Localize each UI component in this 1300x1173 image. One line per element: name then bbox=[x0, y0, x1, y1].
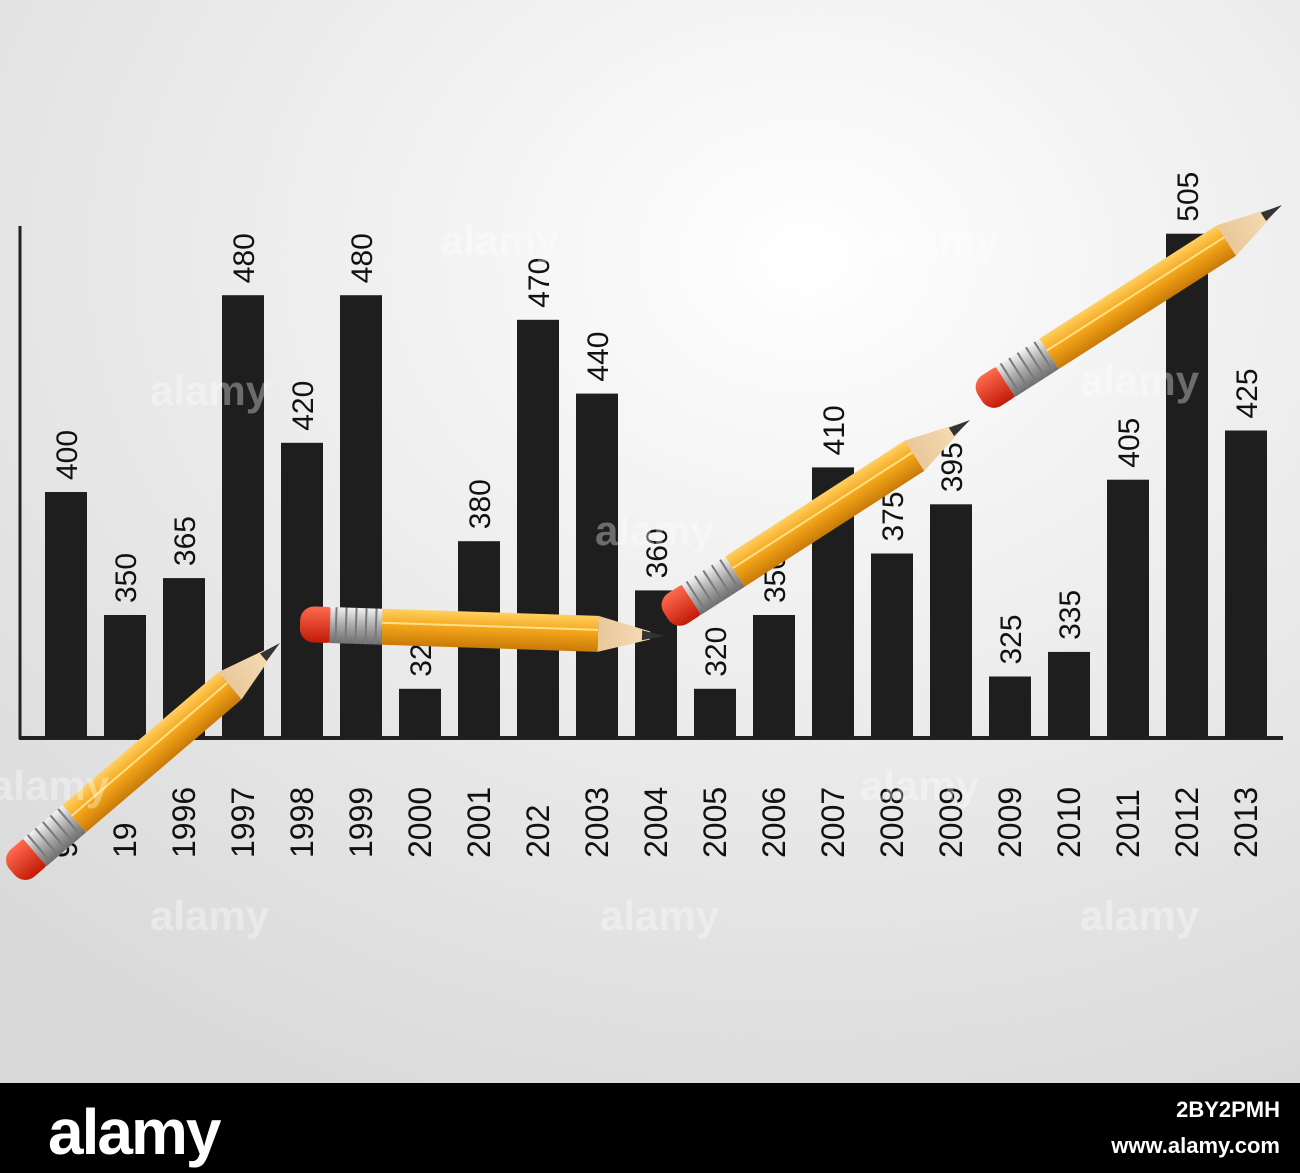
category-labels-group: 9419199619971998199920002001202200320042… bbox=[48, 787, 1264, 858]
bar-5 bbox=[340, 295, 382, 738]
bars-group bbox=[45, 233, 1267, 738]
bar-9 bbox=[576, 393, 618, 738]
watermark-footer: alamy 2BY2PMH www.alamy.com bbox=[0, 1083, 1300, 1173]
value-label-11: 320 bbox=[700, 627, 733, 677]
bar-17 bbox=[1048, 651, 1090, 738]
bar-16 bbox=[989, 676, 1031, 738]
watermark-mark-5: alamy bbox=[150, 892, 270, 939]
pencils-group bbox=[6, 205, 1282, 880]
category-label-20: 2013 bbox=[1228, 787, 1264, 858]
watermark-mark-4: alamy bbox=[860, 762, 980, 809]
watermark-url: www.alamy.com bbox=[1111, 1133, 1280, 1158]
value-label-3: 480 bbox=[228, 233, 261, 283]
bar-20 bbox=[1225, 430, 1267, 738]
pencil-3 bbox=[975, 205, 1282, 408]
pencil-0 bbox=[6, 643, 280, 880]
category-label-12: 2006 bbox=[756, 787, 792, 858]
category-label-16: 2009 bbox=[992, 787, 1028, 858]
category-label-14: 2008 bbox=[874, 787, 910, 858]
value-label-7: 380 bbox=[464, 479, 497, 529]
watermark-mark-3: alamy bbox=[0, 762, 110, 809]
watermark-overlay: alamy alamy alamy alamy alamy alamy alamy alamy… bbox=[0, 217, 1200, 939]
category-label-17: 2010 bbox=[1051, 787, 1087, 858]
watermark-mark-0: alamy bbox=[150, 367, 270, 414]
watermark-mark-8: alamy bbox=[440, 217, 560, 264]
category-label-1: 19 bbox=[107, 822, 143, 858]
category-label-11: 2005 bbox=[697, 787, 733, 858]
value-label-19: 505 bbox=[1172, 172, 1205, 222]
bar-14 bbox=[871, 553, 913, 738]
category-label-13: 2007 bbox=[815, 787, 851, 858]
image-id: 2BY2PMH bbox=[1176, 1097, 1280, 1122]
watermark-mark-6: alamy bbox=[600, 892, 720, 939]
value-label-18: 405 bbox=[1113, 418, 1146, 468]
pencil-1 bbox=[299, 606, 665, 652]
value-labels-group: 4003503654804204803203804704403603203504… bbox=[51, 172, 1264, 677]
value-label-5: 480 bbox=[346, 233, 379, 283]
bar-12 bbox=[753, 615, 795, 738]
category-label-9: 2003 bbox=[579, 787, 615, 858]
value-label-0: 400 bbox=[51, 430, 84, 480]
value-label-14: 375 bbox=[877, 491, 910, 541]
category-label-6: 2000 bbox=[402, 787, 438, 858]
watermark-mark-7: alamy bbox=[1080, 892, 1200, 939]
value-label-4: 420 bbox=[287, 381, 320, 431]
watermark-mark-1: alamy bbox=[595, 507, 715, 554]
bar-chart: 4003503654804204803203804704403603203504… bbox=[0, 171, 1283, 939]
category-label-2: 1996 bbox=[166, 787, 202, 858]
value-label-16: 325 bbox=[995, 614, 1028, 664]
value-label-1: 350 bbox=[110, 553, 143, 603]
category-label-4: 1998 bbox=[284, 787, 320, 858]
category-label-18: 2011 bbox=[1110, 789, 1146, 858]
category-label-3: 1997 bbox=[225, 787, 261, 858]
value-label-2: 365 bbox=[169, 516, 202, 566]
watermark-logo: alamy bbox=[48, 1096, 221, 1168]
category-label-15: 2009 bbox=[933, 787, 969, 858]
watermark-mark-9: alamy bbox=[880, 217, 1000, 264]
bar-18 bbox=[1107, 479, 1149, 738]
bar-0 bbox=[45, 492, 87, 738]
category-label-8: 202 bbox=[520, 805, 556, 858]
value-label-8: 470 bbox=[523, 258, 556, 308]
bar-1 bbox=[104, 615, 146, 738]
category-label-10: 2004 bbox=[638, 787, 674, 858]
pencil-2 bbox=[661, 420, 970, 626]
bar-19 bbox=[1166, 233, 1208, 738]
bar-4 bbox=[281, 442, 323, 738]
bar-11 bbox=[694, 688, 736, 738]
value-label-10: 360 bbox=[641, 528, 674, 578]
value-label-20: 425 bbox=[1231, 368, 1264, 418]
value-label-13: 410 bbox=[818, 405, 851, 455]
bar-8 bbox=[517, 319, 559, 738]
category-label-7: 2001 bbox=[461, 787, 497, 858]
value-label-9: 440 bbox=[582, 332, 615, 382]
bar-15 bbox=[930, 504, 972, 738]
bar-6 bbox=[399, 688, 441, 738]
watermark-mark-2: alamy bbox=[1080, 357, 1200, 404]
category-label-5: 1999 bbox=[343, 787, 379, 858]
value-label-17: 335 bbox=[1054, 590, 1087, 640]
category-label-19: 2012 bbox=[1169, 787, 1205, 858]
